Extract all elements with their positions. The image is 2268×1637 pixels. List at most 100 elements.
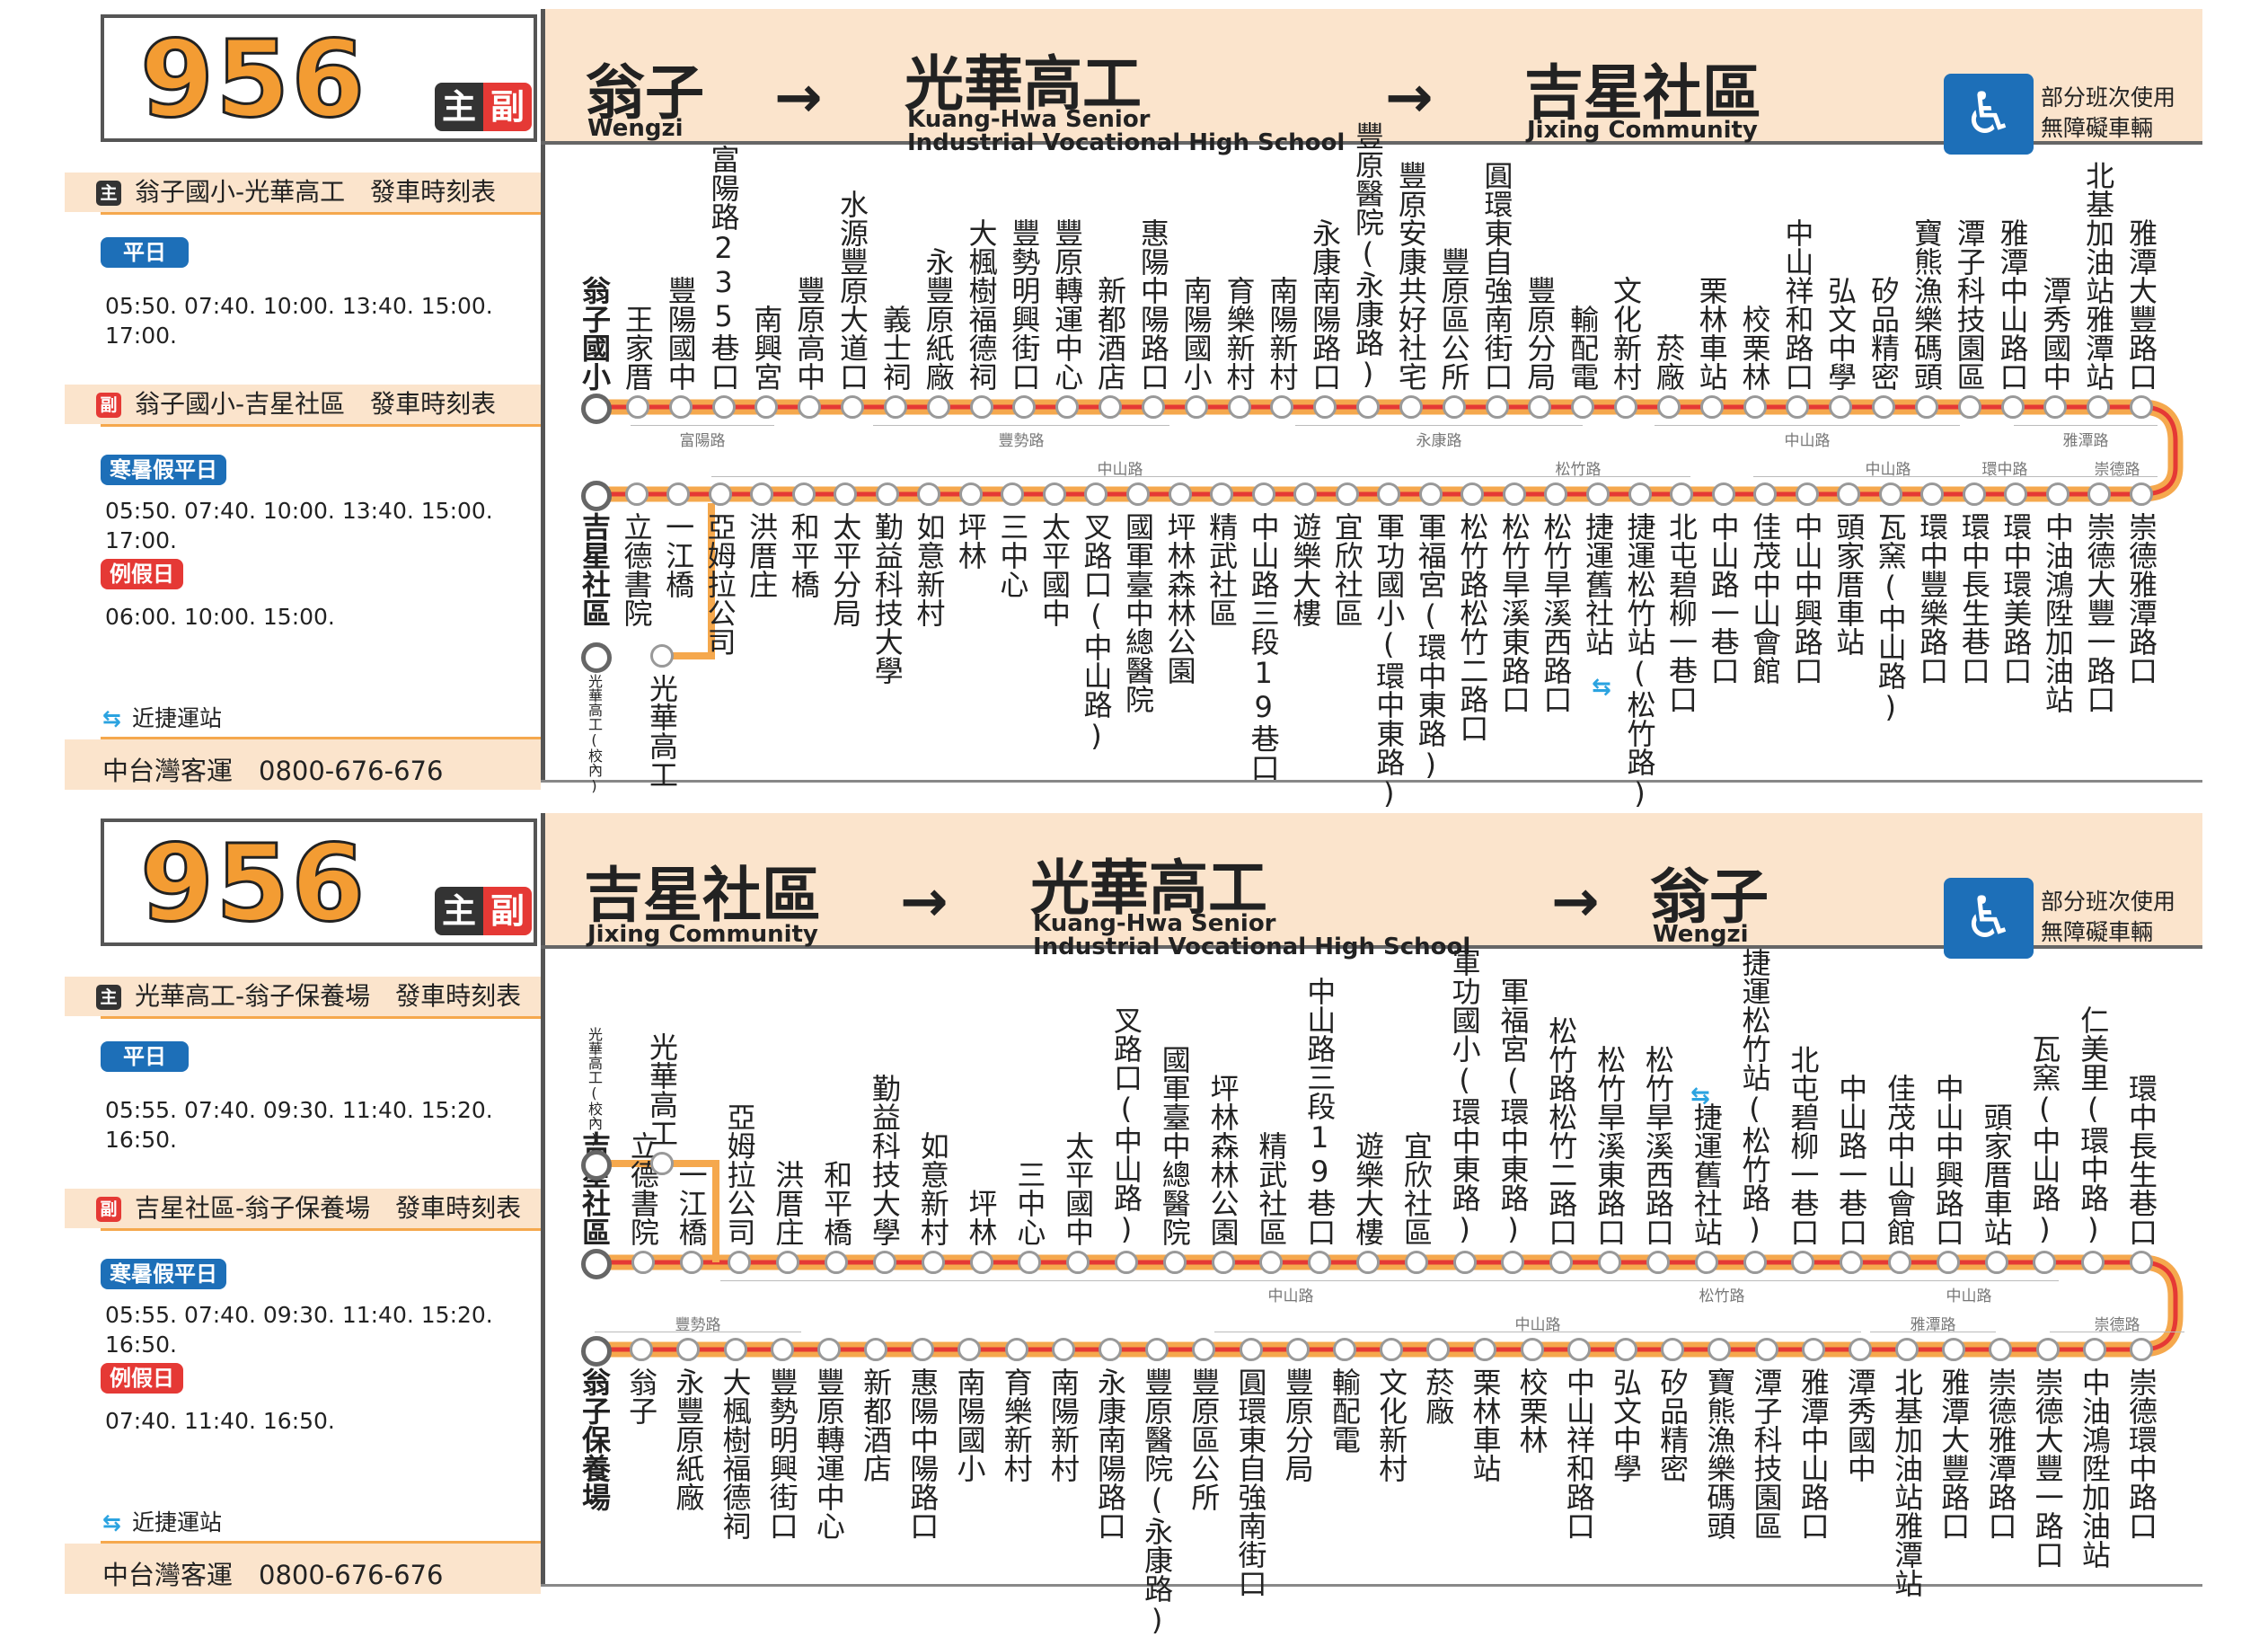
bus-stop-marker bbox=[1473, 1338, 1497, 1361]
via-en-1: Kuang-Hwa Senior bbox=[1033, 910, 1276, 937]
bus-stop-marker bbox=[1614, 395, 1637, 419]
stop-name: 輸配電 bbox=[1566, 305, 1601, 391]
accessible-line-1: 部分班次使用 bbox=[2041, 889, 2176, 915]
road-name: 雅潭路 bbox=[2062, 432, 2109, 450]
stop-name: 永豐原紙廠 bbox=[921, 247, 956, 391]
stop-name: 光華高工 bbox=[645, 1032, 679, 1147]
weekday-times: 05:50. 07:40. 10:00. 13:40. 15:00. 17:00… bbox=[105, 293, 493, 349]
origin-zh: 翁子 bbox=[586, 58, 704, 128]
bus-stop-marker bbox=[1989, 1338, 2013, 1361]
stop-name: 翁子 bbox=[624, 1367, 659, 1425]
bus-stop-marker bbox=[1377, 482, 1401, 506]
bus-stop-marker bbox=[728, 1251, 752, 1274]
road-name: 中山路 bbox=[1865, 461, 1911, 479]
bus-stop-marker bbox=[2033, 1251, 2057, 1274]
sub-schedule-title: 吉星社區-翁子保養場 發車時刻表 bbox=[135, 1193, 522, 1223]
stop-name-small: 光華高工(校內) bbox=[586, 674, 603, 794]
bus-stop-marker bbox=[1184, 395, 1208, 419]
bus-stop-marker bbox=[1251, 482, 1275, 506]
divider-line bbox=[101, 737, 541, 739]
stop-name: 豐原區公所 bbox=[1187, 1367, 1222, 1511]
main-route-tag: 主 bbox=[435, 83, 483, 131]
divider-line bbox=[101, 212, 541, 215]
sub-icon: 副 bbox=[96, 393, 121, 418]
stop-name: 坪林森林公園 bbox=[1162, 512, 1197, 685]
bus-stop-marker bbox=[1099, 1338, 1122, 1361]
stop-name: 永康南陽路口 bbox=[1093, 1367, 1127, 1540]
stop-name: 捷運舊社站 bbox=[1689, 1102, 1724, 1246]
bus-stop-marker bbox=[1549, 1251, 1574, 1274]
company-info: 中台灣客運 0800-676-676 bbox=[102, 756, 444, 786]
bus-stop-marker bbox=[1878, 482, 1902, 506]
stop-name: 寶熊漁樂碼頭 bbox=[1702, 1367, 1737, 1540]
road-name: 豐勢路 bbox=[998, 432, 1045, 450]
stop-name: 菸廠 bbox=[1421, 1367, 1456, 1425]
bus-stop-marker bbox=[825, 1251, 849, 1274]
stop-name: 雅潭中山路口 bbox=[1796, 1367, 1831, 1540]
mrt-transfer-icon: ⇆ bbox=[1690, 1083, 1710, 1110]
stop-name: 崇德環中路口 bbox=[2124, 1367, 2158, 1540]
stop-name: 松竹旱溪西路口 bbox=[1640, 1045, 1675, 1246]
destination-zh: 翁子 bbox=[1650, 863, 1769, 932]
bus-stop-marker bbox=[917, 482, 941, 506]
bus-stop-marker bbox=[1099, 395, 1122, 419]
stop-name: 王家厝 bbox=[620, 305, 655, 391]
road-segment-line bbox=[1295, 425, 1583, 426]
bus-stop-marker bbox=[1840, 1251, 1864, 1274]
bus-stop-marker bbox=[1399, 395, 1423, 419]
road-name: 環中路 bbox=[1981, 461, 2028, 479]
accessibility-note: ♿ 部分班次使用 無障礙車輛 bbox=[1944, 878, 2249, 959]
stop-name: 三中心 bbox=[995, 512, 1030, 598]
stop-name: 仁美里(環中路) bbox=[2076, 1005, 2111, 1246]
bus-stop-marker bbox=[1566, 1338, 1591, 1361]
accessible-line-1: 部分班次使用 bbox=[2041, 84, 2176, 111]
road-segment-line bbox=[1547, 1280, 1897, 1281]
stop-name: 如意新村 bbox=[912, 512, 947, 627]
stop-name: 軍功國小(環中東路) bbox=[1372, 512, 1407, 810]
bus-stop-marker bbox=[816, 1338, 841, 1361]
panel-bottom-line bbox=[65, 1584, 2202, 1587]
wheelchair-icon: ♿ bbox=[1944, 74, 2034, 155]
stop-name: 新都酒店 bbox=[859, 1367, 894, 1482]
stop-name: 豐原轉運中心 bbox=[1050, 218, 1085, 391]
vacation-times: 05:50. 07:40. 10:00. 13:40. 15:00. 17:00… bbox=[105, 498, 493, 553]
holiday-label: 例假日 bbox=[101, 559, 183, 589]
bus-stop-marker bbox=[2087, 482, 2112, 506]
bus-stop-marker bbox=[1670, 482, 1694, 506]
stop-name: 南陽國小 bbox=[1178, 276, 1213, 391]
road-name: 崇德路 bbox=[2094, 461, 2140, 479]
bus-stop-marker bbox=[1571, 395, 1595, 419]
stop-name: 水源豐原大道口 bbox=[835, 190, 869, 391]
via-en-1: Kuang-Hwa Senior bbox=[907, 106, 1151, 133]
divider bbox=[541, 813, 545, 1586]
bus-stop-marker bbox=[1754, 1338, 1778, 1361]
stop-name: 雅潭大豐路口 bbox=[2124, 218, 2158, 391]
bus-stop-marker bbox=[1426, 1338, 1451, 1361]
origin-zh: 吉星社區 bbox=[584, 861, 821, 930]
bus-stop-marker bbox=[1332, 1338, 1356, 1361]
stop-name: 育樂新村 bbox=[999, 1367, 1034, 1482]
road-name: 崇德路 bbox=[2094, 1316, 2140, 1334]
bus-stop-marker bbox=[1962, 482, 1986, 506]
bus-stop-marker bbox=[1293, 482, 1318, 506]
stop-name: 豐原醫院(永康路) bbox=[1140, 1367, 1175, 1637]
route-number-box: 956 主 副 bbox=[101, 14, 537, 142]
stop-name: 坪林 bbox=[953, 512, 988, 570]
divider-line bbox=[101, 1016, 541, 1019]
bus-stop-marker bbox=[668, 395, 693, 419]
bus-stop-marker bbox=[1051, 1338, 1075, 1361]
bus-stop-marker bbox=[1661, 1338, 1685, 1361]
bus-stop-marker bbox=[1018, 1251, 1042, 1274]
road-name: 松竹路 bbox=[1699, 1287, 1745, 1305]
bus-stop-marker bbox=[581, 1249, 612, 1279]
route-panel-1: 956 主 副 翁子 Wengzi → 光華高工 Kuang-Hwa Senio… bbox=[65, 9, 2202, 810]
stop-name: 北屯碧柳一巷口 bbox=[1664, 512, 1699, 713]
stop-name: 中油鴻陞加油站 bbox=[2077, 1367, 2112, 1569]
stop-name: 松竹路松竹二路口 bbox=[1544, 1016, 1579, 1246]
bus-stop-marker bbox=[872, 1251, 896, 1274]
bus-stop-marker bbox=[1313, 395, 1337, 419]
bus-stop-marker bbox=[2087, 395, 2111, 419]
bus-stop-marker bbox=[625, 395, 649, 419]
stop-name: 潭子科技園區 bbox=[1749, 1367, 1784, 1540]
road-segment-line bbox=[1933, 476, 2077, 477]
